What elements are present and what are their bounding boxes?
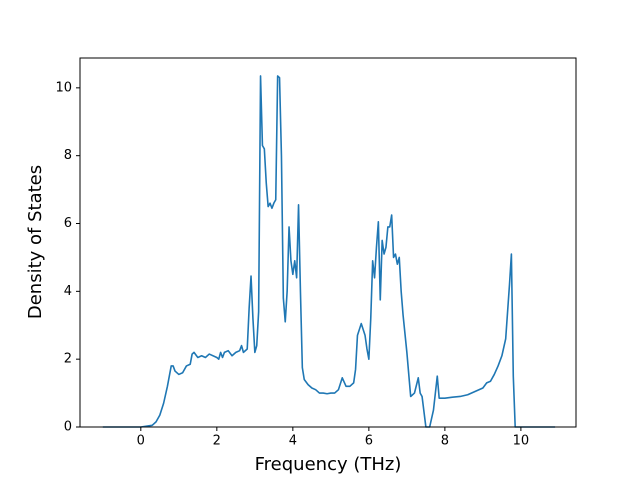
x-axis-label: Frequency (THz) [255,454,402,475]
y-tick-label: 8 [64,148,72,163]
line-series [102,75,556,428]
y-tick-label: 0 [64,420,72,435]
axes-frame [79,57,577,428]
y-axis-label: Density of States [25,165,46,319]
x-tick-label: 10 [513,434,530,449]
y-tick-label: 10 [55,80,72,95]
x-tick-label: 0 [137,434,145,449]
y-tick-label: 6 [64,216,72,231]
x-tick-label: 8 [441,434,449,449]
y-tick-label: 4 [64,284,72,299]
x-tick-label: 2 [213,434,221,449]
y-tick-label: 2 [64,352,72,367]
x-tick-label: 4 [289,434,297,449]
x-tick-label: 6 [365,434,373,449]
